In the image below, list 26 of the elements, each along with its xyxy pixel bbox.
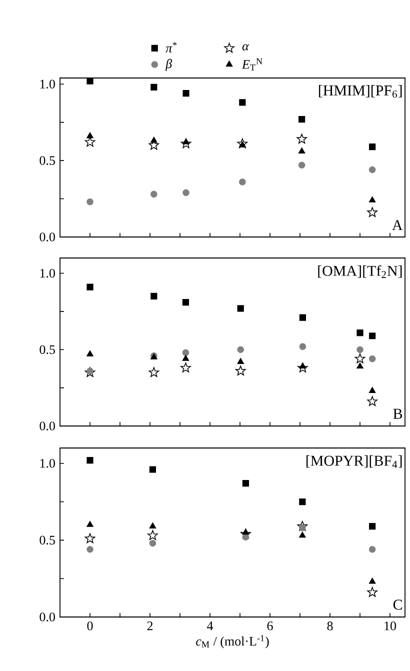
legend-label: α bbox=[242, 44, 250, 50]
annotation: A bbox=[392, 220, 403, 230]
x-tick-label: 8 bbox=[327, 622, 333, 630]
y-tick-label: 1.0 bbox=[40, 268, 55, 278]
y-tick-label: 1.0 bbox=[40, 458, 55, 468]
x-tick-label: 2 bbox=[147, 622, 153, 630]
x-tick-label: 6 bbox=[267, 622, 273, 630]
legend-label: β bbox=[165, 58, 172, 71]
annotation: B bbox=[393, 408, 402, 419]
y-tick-label: 0.0 bbox=[40, 422, 55, 430]
annotation: C bbox=[393, 600, 402, 610]
annotation: [MOPYR][BF$_{4}$] bbox=[306, 455, 402, 468]
annotation: [OMA][Tf$_{2}$N] bbox=[318, 265, 402, 278]
x-tick-label: 10 bbox=[384, 622, 396, 630]
legend-label: π$^{*}$ bbox=[166, 42, 177, 53]
y-tick-label: 0.0 bbox=[40, 232, 55, 242]
y-tick-label: 0.5 bbox=[40, 345, 55, 354]
y-tick-label: 0.0 bbox=[40, 612, 55, 622]
y-tick-label: 1.0 bbox=[40, 80, 55, 89]
x-tick-label: 4 bbox=[207, 622, 214, 630]
annotation: [HMIM][PF$_{6}$] bbox=[319, 84, 402, 98]
x-axis-title: c$_{M}$ / (mol·L$^{-1}$) bbox=[196, 635, 269, 648]
legend-label: E$_{T}$N bbox=[242, 58, 262, 70]
y-tick-label: 0.5 bbox=[40, 536, 55, 545]
x-tick-label: 0 bbox=[87, 622, 93, 630]
y-tick-label: 0.5 bbox=[40, 156, 55, 165]
